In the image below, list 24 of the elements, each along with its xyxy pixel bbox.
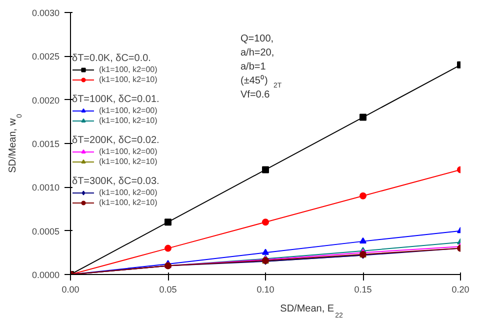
y-tick-label: 0.0010 [32,182,60,193]
annotation: δT=100K, δC=0.01. [72,94,160,105]
legend-label: (k1=100, k2=10) [99,157,158,166]
y-tick-label: 0.0030 [32,8,60,18]
annotation: δT=300K, δC=0.03. [72,176,160,187]
legend-label: (k1=100, k2=10) [99,198,158,207]
annotation: δT=0.0K, δC=0.0. [72,53,152,64]
legend-label: (k1=100, k2=00) [99,106,158,115]
legend-label: (k1=100, k2=00) [99,188,158,197]
y-tick-label: 0.0015 [32,139,60,149]
y-tick-label: 0.0020 [32,95,60,106]
x-tick-label: 0.05 [159,284,177,294]
x-tick-label: 0.20 [452,284,470,294]
legend-label: (k1=100, k2=10) [99,116,158,125]
annotation: δT=200K, δC=0.02. [72,135,160,146]
y-tick-label: 0.0025 [32,52,60,62]
x-tick-label: 0.10 [256,284,274,294]
legend-label: (k1=100, k2=00) [99,65,158,74]
legend-label: (k1=100, k2=00) [99,147,158,156]
x-tick-label: 0.15 [354,284,372,294]
x-tick-label: 0.00 [62,284,80,294]
legend-label: (k1=100, k2=10) [99,75,158,84]
y-tick-label: 0.0000 [32,270,60,280]
y-tick-label: 0.0005 [32,226,60,236]
